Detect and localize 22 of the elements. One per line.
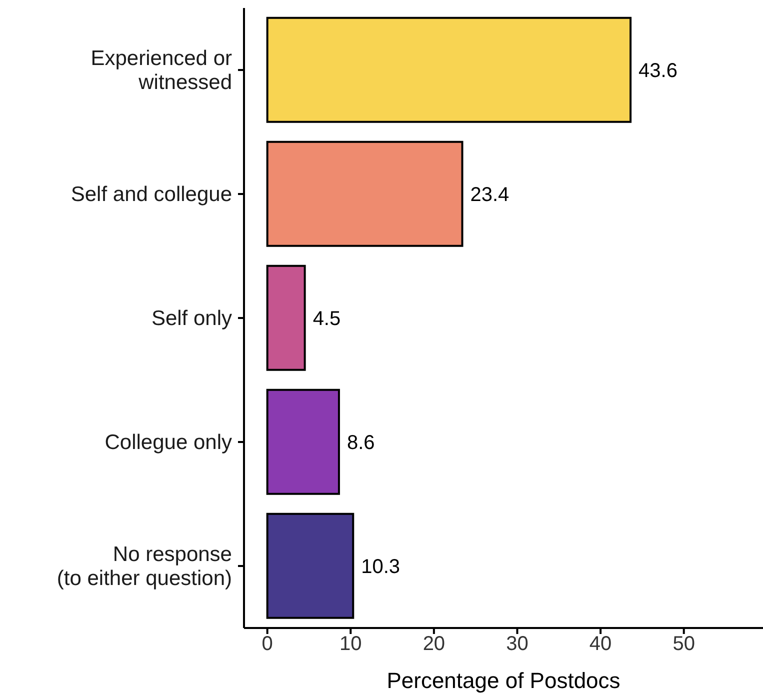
data-label: 43.6 (638, 60, 678, 82)
bar (266, 16, 632, 123)
y-tick-label: No response (to either question) (56, 542, 232, 590)
x-tick-label: 10 (340, 633, 362, 656)
x-tick-label: 30 (506, 633, 528, 656)
y-tick-label: Collegue only (104, 430, 232, 454)
x-tick-label: 20 (422, 633, 446, 656)
data-label: 23.4 (470, 184, 510, 206)
x-tick-label: 40 (589, 633, 612, 656)
data-label: 8.6 (346, 432, 375, 454)
y-tick-label: Experienced or witnessed (90, 46, 232, 94)
y-tick-label: Self only (151, 306, 232, 330)
bar (266, 512, 354, 619)
bar (266, 388, 340, 495)
bar (266, 140, 464, 247)
x-axis-title: Percentage of Postdocs (386, 668, 620, 693)
data-label: 10.3 (361, 556, 400, 578)
bar (266, 264, 306, 371)
x-tick-label: 0 (262, 633, 273, 656)
data-label: 4.5 (312, 308, 341, 330)
y-tick-label: Self and collegue (70, 182, 232, 206)
x-tick-label: 50 (672, 633, 695, 656)
